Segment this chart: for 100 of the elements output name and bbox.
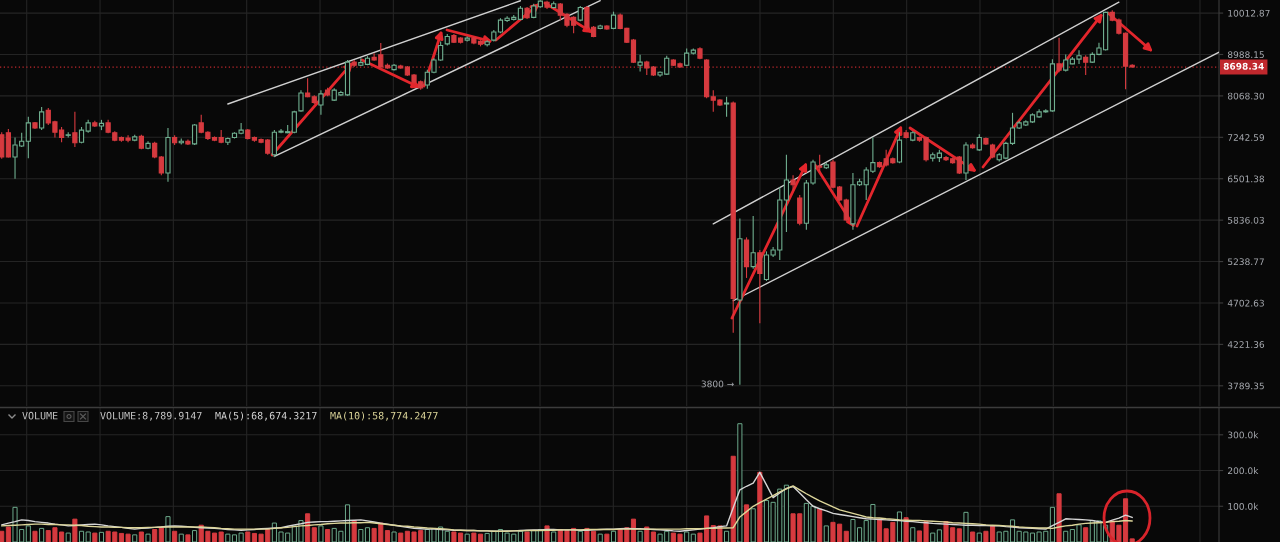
bar bbox=[39, 527, 45, 542]
candlestick bbox=[790, 174, 796, 192]
y-tick-label: 8988.15 bbox=[1227, 51, 1264, 59]
bar bbox=[72, 518, 78, 542]
bar bbox=[325, 529, 331, 542]
bar bbox=[896, 511, 903, 542]
bar bbox=[32, 530, 38, 542]
bar bbox=[185, 534, 191, 542]
bar bbox=[743, 504, 750, 542]
bar bbox=[970, 531, 976, 542]
bar bbox=[604, 533, 610, 542]
candlestick bbox=[1056, 37, 1062, 73]
bar bbox=[650, 531, 656, 542]
y-tick-label: 4221.36 bbox=[1227, 341, 1265, 348]
bar bbox=[398, 532, 404, 542]
y-tick-label: 5238.77 bbox=[1228, 258, 1264, 266]
y-tick-label: 8068.30 bbox=[1227, 92, 1265, 100]
bar bbox=[524, 531, 530, 542]
bar bbox=[384, 530, 390, 542]
line-series bbox=[1, 485, 1133, 532]
y-tick-label: 200.0k bbox=[1227, 467, 1259, 475]
bar bbox=[956, 528, 962, 542]
bar bbox=[1083, 527, 1089, 542]
candlestick bbox=[723, 96, 730, 118]
text: MA(10):58,774.2477 bbox=[330, 411, 438, 421]
bar bbox=[597, 533, 603, 542]
bar bbox=[165, 516, 171, 542]
bar bbox=[517, 530, 523, 542]
bar bbox=[930, 532, 936, 542]
bar bbox=[976, 532, 982, 542]
chart-title: VOLUME bbox=[22, 411, 58, 420]
bar bbox=[936, 529, 942, 542]
bar bbox=[311, 527, 317, 542]
candlestick bbox=[0, 131, 5, 160]
bar bbox=[192, 530, 198, 542]
candlestick bbox=[39, 106, 45, 131]
bar bbox=[351, 520, 357, 542]
y-tick-label: 3789.35 bbox=[1228, 382, 1264, 390]
bar bbox=[637, 530, 643, 542]
bar bbox=[25, 525, 31, 542]
bar bbox=[464, 533, 470, 542]
candlestick bbox=[757, 249, 763, 324]
y-tick-label: 300.0k bbox=[1228, 431, 1259, 439]
ref-line-label: 8698.34 bbox=[1223, 62, 1264, 70]
candlestick bbox=[1083, 54, 1089, 76]
bar bbox=[172, 530, 178, 542]
candlestick bbox=[72, 111, 78, 148]
bar bbox=[690, 533, 696, 542]
bar bbox=[757, 471, 763, 542]
bar bbox=[65, 532, 71, 542]
bar bbox=[0, 530, 5, 542]
bar bbox=[610, 530, 617, 542]
y-tick-label: 100.0k bbox=[1228, 502, 1259, 510]
bar bbox=[737, 423, 743, 542]
candlestick bbox=[318, 89, 324, 116]
bar bbox=[577, 530, 583, 542]
bar bbox=[145, 533, 151, 542]
bar bbox=[684, 531, 690, 542]
bar bbox=[823, 525, 829, 542]
bar bbox=[531, 530, 537, 542]
bar bbox=[391, 531, 397, 542]
y-tick-label: 10012.87 bbox=[1228, 9, 1270, 17]
bar bbox=[817, 508, 823, 542]
bar bbox=[305, 513, 311, 542]
annotation: VOLUME:8,789.9147 bbox=[100, 411, 202, 421]
y-tick-label: 5836.03 bbox=[1228, 216, 1264, 224]
bar bbox=[98, 531, 105, 542]
bar bbox=[5, 526, 11, 542]
candlestick bbox=[637, 54, 643, 72]
bar bbox=[750, 508, 756, 542]
bar bbox=[551, 531, 557, 542]
bar bbox=[1049, 506, 1055, 542]
y-tick-label: 7242.59 bbox=[1228, 134, 1265, 141]
candlestick bbox=[298, 89, 304, 113]
bar bbox=[910, 527, 916, 542]
candlestick bbox=[783, 154, 790, 233]
bar bbox=[1129, 538, 1135, 542]
bar bbox=[138, 531, 144, 542]
bar bbox=[132, 534, 138, 542]
bar bbox=[158, 527, 164, 542]
bar bbox=[1063, 530, 1069, 542]
bar bbox=[730, 455, 736, 542]
y-tick-label: 6501.38 bbox=[1227, 175, 1265, 183]
bar bbox=[783, 484, 789, 542]
candlestick bbox=[750, 215, 756, 270]
bar bbox=[178, 533, 184, 542]
bar bbox=[318, 525, 324, 542]
bar bbox=[1056, 493, 1062, 542]
annotation: 3800 → bbox=[701, 380, 734, 388]
bar bbox=[903, 517, 909, 542]
bar bbox=[724, 530, 730, 542]
bar bbox=[245, 531, 251, 542]
bar bbox=[843, 530, 849, 542]
bar bbox=[444, 530, 450, 542]
bar bbox=[152, 529, 158, 542]
bar bbox=[963, 511, 969, 542]
bar bbox=[92, 532, 98, 542]
text: MA(5):68,674.3217 bbox=[215, 411, 317, 421]
candlestick bbox=[25, 116, 31, 159]
y-tick-label: 4702.63 bbox=[1227, 299, 1264, 307]
